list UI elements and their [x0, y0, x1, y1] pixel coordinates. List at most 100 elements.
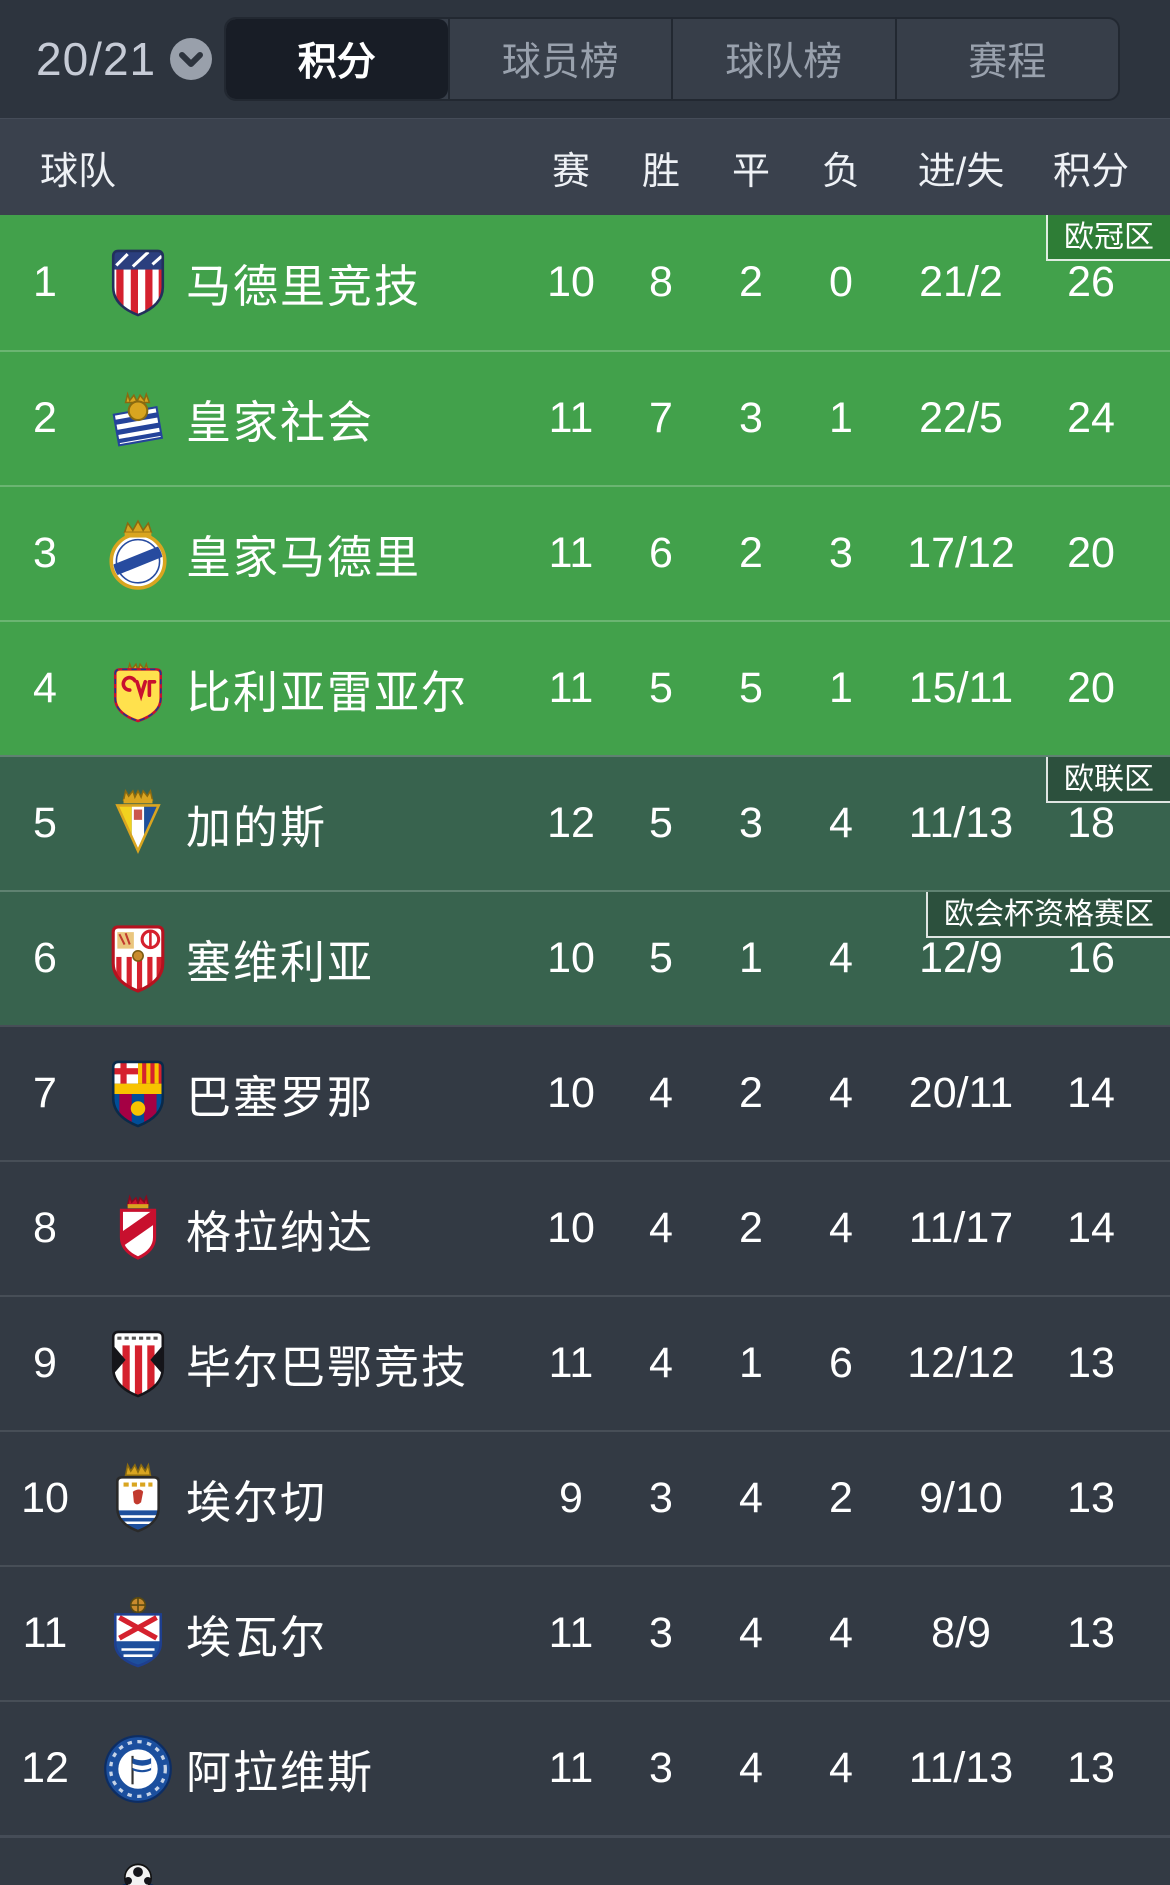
cell-draws: 2	[739, 1069, 763, 1117]
team-name: 马德里竞技	[186, 261, 422, 312]
cell-losses: 1	[829, 664, 853, 712]
cell-draws: 2	[739, 1204, 763, 1252]
cell-losses: 4	[829, 1069, 853, 1117]
cell-losses: 4	[829, 1204, 853, 1252]
cell-losses: 6	[829, 1339, 853, 1387]
table-row[interactable]: 9 毕尔巴鄂竞技 11 4 1 6 12/12 13	[0, 1295, 1170, 1430]
tab-team-rankings[interactable]: 球队榜	[671, 19, 895, 99]
cell-draws: 2	[739, 258, 763, 306]
cell-goals: 8/9	[931, 1609, 991, 1657]
table-row[interactable]: 12 阿拉维斯 11 3 4 4 11/13 13	[0, 1700, 1170, 1835]
cell-points: 20	[1067, 664, 1115, 712]
cell-draws: 3	[739, 799, 763, 847]
cell-losses: 4	[829, 799, 853, 847]
top-bar: 20/21 积分 球员榜 球队榜 赛程	[0, 0, 1170, 118]
rank-label: 2	[33, 394, 57, 442]
zone-badge: 欧联区	[1046, 757, 1170, 803]
table-row[interactable]: 11 埃瓦尔 11 3 4 4 8/9 13	[0, 1565, 1170, 1700]
cell-played: 11	[548, 1609, 594, 1657]
cell-draws: 3	[739, 394, 763, 442]
table-row[interactable]: 3 皇家马德里 11 6 2 3 17/12 20	[0, 485, 1170, 620]
cell-points: 13	[1067, 1339, 1115, 1387]
team-name: 比利亚雷亚尔	[186, 667, 469, 718]
cell-losses: 4	[829, 1744, 853, 1792]
tab-player-rankings[interactable]: 球员榜	[447, 19, 672, 99]
cell-losses: 4	[829, 1609, 853, 1657]
cell-goals: 22/5	[919, 394, 1003, 442]
team-name: 巴塞罗那	[186, 1072, 375, 1123]
cell-goals: 11/13	[908, 1744, 1014, 1792]
team-name: 埃尔切	[186, 1477, 328, 1528]
team-name: 毕尔巴鄂竞技	[186, 1342, 469, 1393]
cell-losses: 1	[829, 394, 853, 442]
cell-goals: 21/2	[919, 258, 1003, 306]
table-row[interactable]: 5 加的斯 12 5 3 4 11/13 18 欧联区	[0, 755, 1170, 890]
zone-badge: 欧冠区	[1046, 215, 1170, 261]
cell-losses: 0	[829, 258, 853, 306]
cell-goals: 11/13	[908, 799, 1014, 847]
table-row[interactable]: 7 巴塞罗那 10 4 2 4 20/11 14	[0, 1025, 1170, 1160]
elche-logo	[90, 1460, 186, 1538]
rank-label: 11	[22, 1609, 68, 1657]
table-row[interactable]: 4 比利亚雷亚尔 11 5 5 1 15/11 20	[0, 620, 1170, 755]
granada-logo	[90, 1191, 186, 1267]
team-name: 塞维利亚	[186, 937, 375, 988]
rank-label: 9	[33, 1339, 57, 1387]
cell-points: 26	[1067, 258, 1115, 306]
cell-played: 11	[548, 394, 594, 442]
rank-label: 12	[21, 1744, 69, 1792]
cell-played: 9	[559, 1474, 583, 1522]
column-points: 积分	[1052, 150, 1129, 193]
cell-played: 11	[548, 664, 594, 712]
partial-team-logo	[90, 1838, 186, 1885]
cell-goals: 9/10	[919, 1474, 1003, 1522]
cell-played: 11	[548, 1744, 594, 1792]
rank-label: 7	[33, 1069, 57, 1117]
sevilla-logo	[90, 922, 186, 996]
team-name: 埃瓦尔	[186, 1612, 328, 1663]
cell-wins: 3	[649, 1609, 673, 1657]
table-row[interactable]: 6 塞维利亚 10 5 1 4 12/9 16 欧会杯资格赛区	[0, 890, 1170, 1025]
cell-played: 10	[547, 934, 595, 982]
season-selector[interactable]: 20/21	[36, 0, 214, 118]
cell-played: 11	[548, 529, 594, 577]
cell-wins: 3	[649, 1744, 673, 1792]
cell-losses: 3	[829, 529, 853, 577]
table-row[interactable]: 10 埃尔切 9 3 4 2 9/10 13	[0, 1430, 1170, 1565]
cell-wins: 5	[649, 664, 673, 712]
rank-label: 3	[33, 529, 57, 577]
rank-label: 6	[33, 934, 57, 982]
cell-draws: 4	[739, 1474, 763, 1522]
cell-draws: 4	[739, 1744, 763, 1792]
rank-label: 4	[33, 664, 57, 712]
cell-played: 10	[547, 1204, 595, 1252]
cell-losses: 4	[829, 934, 853, 982]
tab-bar: 积分 球员榜 球队榜 赛程	[224, 17, 1120, 101]
table-row[interactable]: 2 皇家社会 11 7 3 1 22/5 24	[0, 350, 1170, 485]
team-name: 皇家社会	[186, 397, 375, 448]
tab-standings[interactable]: 积分	[226, 19, 448, 99]
column-team: 球队	[40, 150, 117, 193]
cell-points: 13	[1067, 1474, 1115, 1522]
rank-label: 1	[33, 258, 57, 306]
team-name: 阿拉维斯	[186, 1747, 375, 1798]
season-label: 20/21	[36, 33, 157, 85]
table-row[interactable]: 1 马德里竞技 10 8 2 0 21/2 26 欧冠区	[0, 215, 1170, 350]
table-row-partial[interactable]	[0, 1835, 1170, 1885]
cell-goals: 12/9	[919, 934, 1003, 982]
rank-label: 8	[33, 1204, 57, 1252]
table-row[interactable]: 8 格拉纳达 10 4 2 4 11/17 14	[0, 1160, 1170, 1295]
cadiz-logo	[90, 786, 186, 862]
cell-wins: 3	[649, 1474, 673, 1522]
rank-label: 5	[33, 799, 57, 847]
cell-points: 20	[1067, 529, 1115, 577]
cell-points: 16	[1067, 934, 1115, 982]
tab-schedule[interactable]: 赛程	[894, 19, 1119, 99]
cell-wins: 7	[649, 394, 673, 442]
cell-played: 11	[548, 1339, 594, 1387]
cell-played: 10	[547, 258, 595, 306]
team-name: 加的斯	[186, 802, 328, 853]
cell-points: 14	[1067, 1204, 1115, 1252]
cell-played: 12	[547, 799, 595, 847]
cell-wins: 4	[649, 1204, 673, 1252]
